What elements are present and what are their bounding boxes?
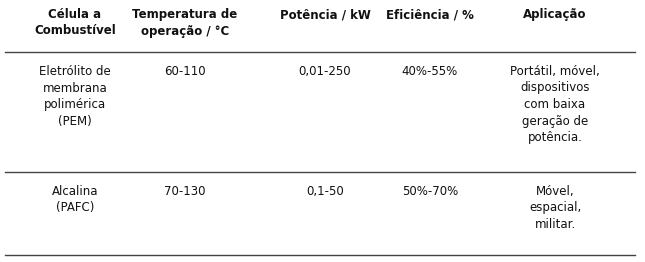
Text: Eletrólito de
membrana
polimérica
(PEM): Eletrólito de membrana polimérica (PEM) [39,65,111,128]
Text: Alcalina
(PAFC): Alcalina (PAFC) [52,185,98,215]
Text: 50%-70%: 50%-70% [402,185,458,198]
Text: Potência / kW: Potência / kW [279,8,370,21]
Text: Temperatura de
operação / °C: Temperatura de operação / °C [132,8,237,37]
Text: 0,1-50: 0,1-50 [306,185,344,198]
Text: Portátil, móvel,
dispositivos
com baixa
geração de
potência.: Portátil, móvel, dispositivos com baixa … [510,65,600,144]
Text: 70-130: 70-130 [164,185,206,198]
Text: Móvel,
espacial,
militar.: Móvel, espacial, militar. [529,185,581,231]
Text: 60-110: 60-110 [164,65,206,78]
Text: 0,01-250: 0,01-250 [299,65,352,78]
Text: Eficiência / %: Eficiência / % [386,8,474,21]
Text: Célula a
Combustível: Célula a Combustível [34,8,116,37]
Text: Aplicação: Aplicação [523,8,587,21]
Text: 40%-55%: 40%-55% [402,65,458,78]
